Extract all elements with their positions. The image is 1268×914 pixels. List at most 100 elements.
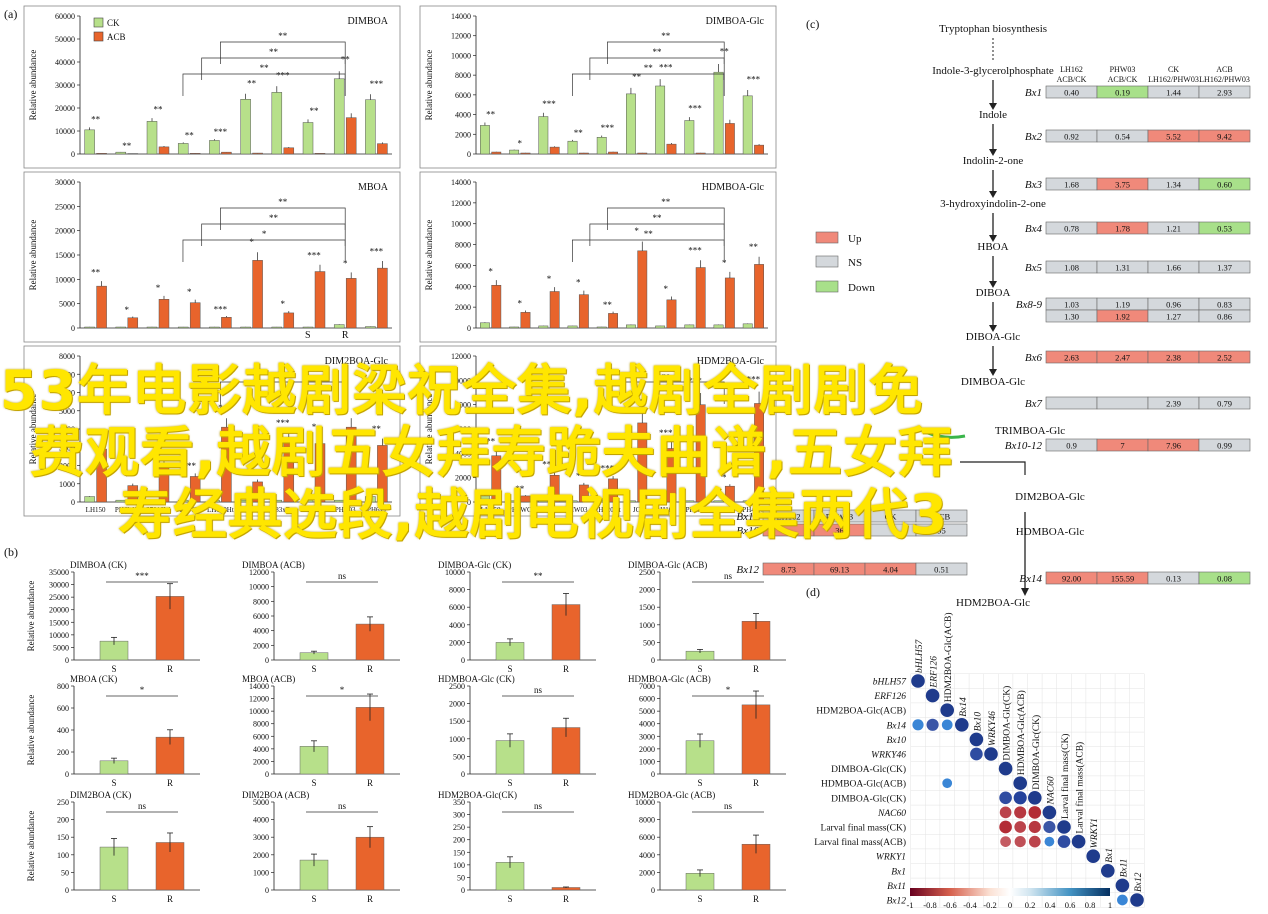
bracket-label: *: [262, 229, 267, 239]
significance-label: *: [125, 472, 130, 482]
pathway-connector: [960, 461, 1026, 475]
significance-label: **: [372, 424, 382, 434]
x-tick-label: S: [311, 664, 316, 674]
significance-label: ***: [747, 74, 761, 84]
row-label: bHLH57: [873, 678, 908, 688]
table-cell-value: 2.39: [1166, 399, 1181, 409]
pathway-arrowhead: [989, 235, 997, 242]
y-tick-label: 0: [65, 770, 69, 779]
correlation-dot: [955, 718, 969, 732]
y-tick-label: 2000: [455, 474, 471, 483]
bar-acb: [724, 277, 735, 329]
bar-acb: [283, 439, 295, 503]
significance-label: *: [488, 267, 493, 277]
y-tick-label: 0: [467, 324, 471, 333]
x-tick-label: R: [563, 778, 569, 788]
table-cell-value: LH162: [776, 512, 800, 522]
bar-acb: [754, 264, 764, 329]
y-tick-label: 10000: [451, 376, 471, 385]
y-tick-label: 10000: [445, 568, 465, 577]
chart-title: MBOA: [358, 182, 389, 193]
x-tick-label: HW03: [569, 506, 588, 514]
colorbar-tick-label: 0.2: [1025, 900, 1036, 910]
y-tick-label: 0: [467, 498, 471, 507]
y-tick-label: 12000: [451, 352, 471, 361]
y-tick-label: 250: [57, 798, 69, 807]
bar-ck: [655, 500, 666, 503]
significance-label: *: [343, 258, 348, 268]
y-tick-label: 300: [453, 811, 465, 820]
y-tick-label: 4000: [639, 851, 655, 860]
y-tick-label: 10000: [451, 51, 471, 60]
y-tick-label: 5000: [639, 707, 655, 716]
comparison-bracket: [201, 57, 346, 80]
significance-label: ***: [659, 428, 673, 438]
correlation-dot: [942, 778, 953, 789]
bracket-label: **: [661, 31, 671, 41]
correlation-dot: [1028, 835, 1041, 848]
chart-title: HDMBOA-Glc: [702, 182, 765, 193]
x-tick-label: PH6WC: [508, 506, 532, 514]
bar-acb: [637, 152, 648, 155]
column-label: Bx11: [1119, 859, 1129, 878]
y-tick-label: 2500: [639, 568, 655, 577]
gene-label: Bx1: [1025, 87, 1042, 99]
x-tick-label: R: [753, 664, 759, 674]
y-tick-label: 5000: [253, 798, 269, 807]
bar-ck: [302, 499, 314, 503]
significance-label: *: [722, 258, 727, 268]
compound-label: HDM2BOA-Glc: [956, 597, 1030, 609]
y-tick-label: 12000: [249, 695, 269, 704]
table-cell-value: 1.31: [1115, 263, 1130, 273]
table-cell-value: 0.79: [1217, 399, 1232, 409]
bar-ck: [240, 499, 251, 503]
correlation-dot: [925, 688, 940, 703]
comparison-bracket: [607, 381, 725, 404]
x-tick-label: R: [753, 778, 759, 788]
gene-label: Bx10: [736, 525, 759, 537]
significance-label: **: [486, 436, 496, 446]
table-cell: [1198, 309, 1251, 323]
bar-acb: [158, 146, 170, 155]
bar-acb: [549, 291, 560, 329]
bar-acb: [127, 317, 139, 329]
row-label: Bx10: [886, 736, 906, 746]
bar-acb: [754, 403, 764, 503]
y-tick-label: 1000: [59, 480, 75, 489]
bar-ck: [302, 122, 314, 155]
table-header: ACB: [1216, 65, 1232, 74]
correlation-dot: [1057, 820, 1071, 834]
significance-label: *: [249, 237, 254, 247]
y-tick-label: 0: [461, 770, 465, 779]
correlation-dot: [1086, 849, 1100, 863]
bar-acb: [189, 476, 201, 503]
row-label: WRKY1: [876, 853, 906, 863]
bar-ck: [333, 78, 345, 155]
pathway-arrowhead: [989, 191, 997, 198]
bar-acb: [127, 485, 139, 503]
chart-title: HDM2BOA-Glc (ACB): [628, 790, 715, 800]
y-tick-label: 8000: [455, 241, 471, 250]
significance-label: *: [722, 472, 727, 482]
chart-title: HDM2BOA-Glc: [697, 356, 765, 367]
correlation-dot: [1014, 836, 1026, 848]
table-cell: [1045, 396, 1098, 410]
significance-label: ***: [276, 418, 290, 428]
bar-acb: [283, 147, 295, 155]
column-label: NAC60: [1046, 776, 1056, 805]
correlation-dot: [1117, 894, 1128, 906]
colorbar-tick-label: 0.4: [1045, 900, 1056, 910]
x-tick-label: LH120Ht: [207, 506, 234, 514]
correlation-dot: [941, 719, 953, 731]
green-arrow-icon: [924, 430, 966, 439]
legend-label: NS: [848, 257, 862, 269]
significance-label: *: [340, 685, 345, 695]
significance-label: ***: [542, 459, 556, 469]
bar-ck: [713, 324, 724, 329]
bracket-label: **: [269, 213, 279, 223]
bracket-label: **: [278, 31, 288, 41]
table-cell-value: 0.9: [1066, 441, 1077, 451]
bar-acb: [520, 312, 531, 329]
table-cell-value: 5.52: [1166, 132, 1181, 142]
correlation-dot: [1057, 835, 1071, 848]
